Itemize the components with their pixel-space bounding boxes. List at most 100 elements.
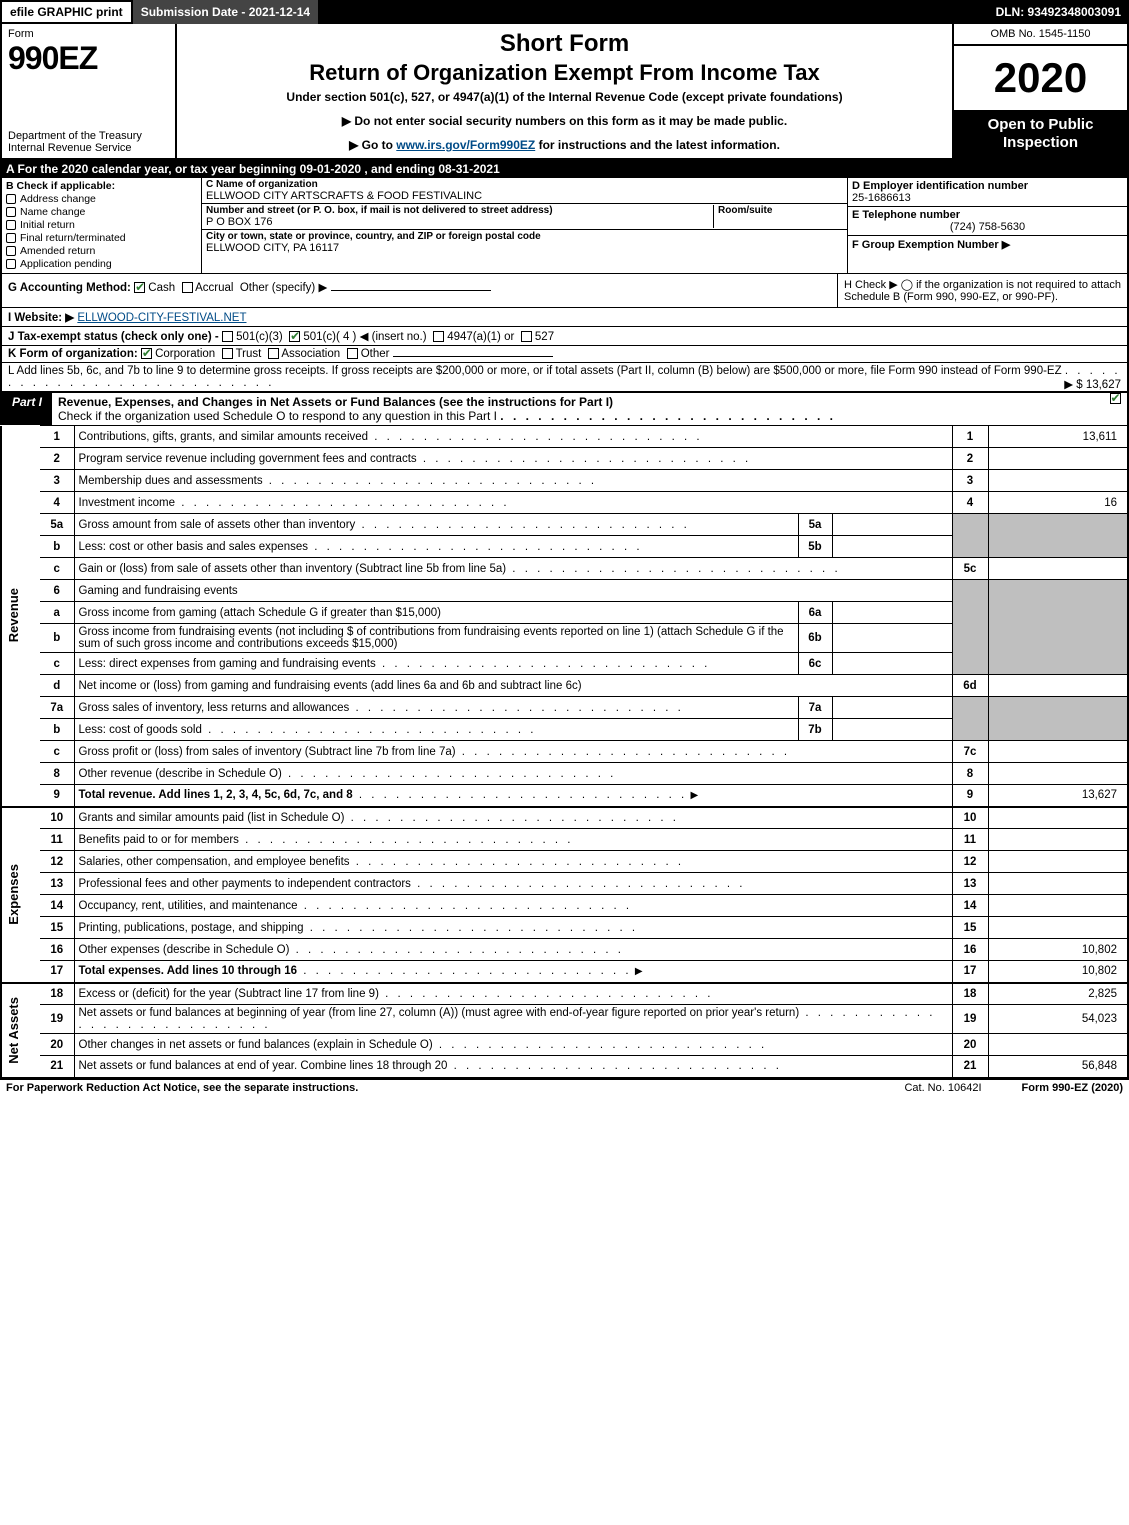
row-20-col: 20 xyxy=(952,1034,988,1056)
checkbox-cash[interactable] xyxy=(134,282,145,293)
opt-trust: Trust xyxy=(236,348,262,360)
line-i: I Website: ▶ ELLWOOD-CITY-FESTIVAL.NET xyxy=(0,308,1129,327)
row-10-amt xyxy=(988,807,1128,829)
row-5b-desc: Less: cost or other basis and sales expe… xyxy=(79,541,309,553)
row-21-amt: 56,848 xyxy=(988,1056,1128,1078)
row-15-col: 15 xyxy=(952,917,988,939)
row-6a-sub: 6a xyxy=(798,602,832,624)
checkbox-4947[interactable] xyxy=(433,331,444,342)
checkbox-name-change[interactable] xyxy=(6,207,16,217)
line-l-amount: ▶ $ 13,627 xyxy=(1064,377,1121,391)
street-label: Number and street (or P. O. box, if mail… xyxy=(206,205,713,216)
block-d-e-f: D Employer identification number 25-1686… xyxy=(847,178,1127,273)
line-l-text: L Add lines 5b, 6c, and 7b to line 9 to … xyxy=(8,365,1062,377)
row-15-num: 15 xyxy=(40,917,74,939)
other-org-input[interactable] xyxy=(393,356,553,357)
footer-formno: Form 990-EZ (2020) xyxy=(1022,1082,1123,1094)
checkbox-final-return[interactable] xyxy=(6,233,16,243)
opt-association: Association xyxy=(281,348,340,360)
row-8-desc: Other revenue (describe in Schedule O) xyxy=(79,768,282,780)
opt-other-org: Other xyxy=(361,348,390,360)
checkbox-other-org[interactable] xyxy=(347,348,358,359)
row-1-num: 1 xyxy=(40,426,74,448)
row-15-amt xyxy=(988,917,1128,939)
row-9-col: 9 xyxy=(952,785,988,807)
tax-period: A For the 2020 calendar year, or tax yea… xyxy=(0,160,1129,178)
opt-other: Other (specify) ▶ xyxy=(240,282,327,294)
row-14-desc: Occupancy, rent, utilities, and maintena… xyxy=(79,900,298,912)
row-19-num: 19 xyxy=(40,1005,74,1034)
ssn-notice: ▶ Do not enter social security numbers o… xyxy=(185,114,944,128)
checkbox-schedule-o[interactable] xyxy=(1110,393,1121,404)
row-5b-num: b xyxy=(40,536,74,558)
checkbox-corporation[interactable] xyxy=(141,348,152,359)
row-19-col: 19 xyxy=(952,1005,988,1034)
efile-print-button[interactable]: efile GRAPHIC print xyxy=(0,0,133,24)
website-link[interactable]: ELLWOOD-CITY-FESTIVAL.NET xyxy=(77,312,246,324)
row-7a-num: 7a xyxy=(40,697,74,719)
part-1-title: Revenue, Expenses, and Changes in Net As… xyxy=(52,393,1103,425)
dln-number: DLN: 93492348003091 xyxy=(988,0,1129,24)
checkbox-527[interactable] xyxy=(521,331,532,342)
submission-date: Submission Date - 2021-12-14 xyxy=(133,0,318,24)
row-2-col: 2 xyxy=(952,448,988,470)
row-19-amt: 54,023 xyxy=(988,1005,1128,1034)
row-10-desc: Grants and similar amounts paid (list in… xyxy=(79,812,345,824)
row-13-amt xyxy=(988,873,1128,895)
row-10-col: 10 xyxy=(952,807,988,829)
checkbox-amended-return[interactable] xyxy=(6,246,16,256)
line-i-label: I Website: ▶ xyxy=(8,312,74,324)
ein-value: 25-1686613 xyxy=(852,192,1123,204)
tel-value: (724) 758-5630 xyxy=(852,221,1123,233)
row-7a-subval xyxy=(832,697,952,719)
block-b-label: B Check if applicable: xyxy=(6,180,197,192)
row-7c-num: c xyxy=(40,741,74,763)
row-18-num: 18 xyxy=(40,983,74,1005)
row-6b-subval xyxy=(832,624,952,653)
row-12-num: 12 xyxy=(40,851,74,873)
row-3-num: 3 xyxy=(40,470,74,492)
opt-501c3: 501(c)(3) xyxy=(236,331,283,343)
footer-catno: Cat. No. 10642I xyxy=(904,1082,981,1094)
row-5a-num: 5a xyxy=(40,514,74,536)
page-footer: For Paperwork Reduction Act Notice, see … xyxy=(0,1079,1129,1096)
row-8-amt xyxy=(988,763,1128,785)
room-label: Room/suite xyxy=(718,205,843,216)
part-1-tag: Part I xyxy=(2,393,52,425)
row-18-desc: Excess or (deficit) for the year (Subtra… xyxy=(79,988,379,1000)
dots xyxy=(500,409,836,423)
opt-501c: 501(c)( 4 ) ◀ (insert no.) xyxy=(303,331,426,343)
row-5b-sub: 5b xyxy=(798,536,832,558)
row-11-desc: Benefits paid to or for members xyxy=(79,834,239,846)
checkbox-trust[interactable] xyxy=(222,348,233,359)
form-title-1: Short Form xyxy=(185,30,944,58)
checkbox-address-change[interactable] xyxy=(6,194,16,204)
opt-cash: Cash xyxy=(148,282,175,294)
row-3-desc: Membership dues and assessments xyxy=(79,475,263,487)
other-specify-input[interactable] xyxy=(331,290,491,291)
form-header-right: OMB No. 1545-1150 2020 Open to Public In… xyxy=(952,24,1127,158)
tax-year: 2020 xyxy=(954,46,1127,110)
row-1-amt: 13,611 xyxy=(988,426,1128,448)
row-7b-desc: Less: cost of goods sold xyxy=(79,724,202,736)
row-13-col: 13 xyxy=(952,873,988,895)
checkbox-501c[interactable] xyxy=(289,331,300,342)
irs-link[interactable]: www.irs.gov/Form990EZ xyxy=(396,138,535,152)
checkbox-association[interactable] xyxy=(268,348,279,359)
checkbox-application-pending[interactable] xyxy=(6,259,16,269)
row-6b-sub: 6b xyxy=(798,624,832,653)
gray-cell xyxy=(988,580,1128,675)
checkbox-initial-return[interactable] xyxy=(6,220,16,230)
row-4-num: 4 xyxy=(40,492,74,514)
row-6d-col: 6d xyxy=(952,675,988,697)
row-7b-subval xyxy=(832,719,952,741)
row-6-desc: Gaming and fundraising events xyxy=(79,585,238,597)
checkbox-501c3[interactable] xyxy=(222,331,233,342)
block-g-h: G Accounting Method: Cash Accrual Other … xyxy=(0,274,1129,308)
row-21-desc: Net assets or fund balances at end of ye… xyxy=(79,1060,448,1072)
form-header-center: Short Form Return of Organization Exempt… xyxy=(177,24,952,158)
checkbox-accrual[interactable] xyxy=(182,282,193,293)
row-5a-desc: Gross amount from sale of assets other t… xyxy=(79,519,356,531)
url-notice-pre: ▶ Go to xyxy=(349,138,396,152)
row-21-num: 21 xyxy=(40,1056,74,1078)
